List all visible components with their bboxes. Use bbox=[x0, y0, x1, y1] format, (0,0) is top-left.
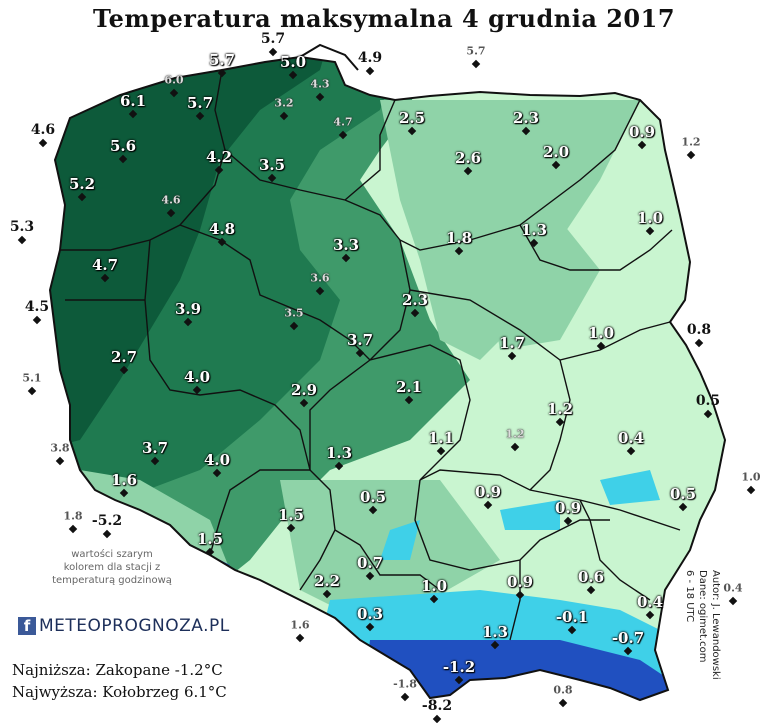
station-value: 2.2 bbox=[313, 572, 341, 590]
station-value: 3.3 bbox=[332, 236, 360, 254]
station-value: 1.3 bbox=[520, 221, 548, 239]
station-value: 5.7 bbox=[208, 51, 236, 69]
map-title: Temperatura maksymalna 4 grudnia 2017 bbox=[92, 4, 676, 33]
station-value: 5.7 bbox=[186, 94, 214, 112]
station-value: 0.9 bbox=[474, 483, 502, 501]
station-value: 2.6 bbox=[454, 149, 482, 167]
station-value: 0.5 bbox=[359, 488, 387, 506]
station-value: 4.7 bbox=[91, 256, 119, 274]
station-value: 4.9 bbox=[357, 50, 383, 66]
station-value: 2.7 bbox=[110, 348, 138, 366]
station-value: 4.2 bbox=[205, 148, 233, 166]
station-value: 4.6 bbox=[161, 193, 181, 207]
station-value: 5.1 bbox=[22, 371, 42, 385]
station-value: 0.4 bbox=[723, 581, 743, 595]
station-value: 5.7 bbox=[260, 31, 286, 47]
credits: Autor: J. Lewandowski Dane: ogimet.com 6… bbox=[683, 570, 722, 680]
station-value: 3.7 bbox=[141, 439, 169, 457]
station-value: 3.7 bbox=[346, 331, 374, 349]
station-value: 2.9 bbox=[290, 381, 318, 399]
station-value: 1.0 bbox=[587, 324, 615, 342]
station-value: 3.6 bbox=[310, 271, 330, 285]
station-value: 0.9 bbox=[506, 573, 534, 591]
station-value: 0.5 bbox=[669, 485, 697, 503]
extremes: Najniższa: Zakopane -1.2°C Najwyższa: Ko… bbox=[12, 659, 227, 703]
station-value: 1.7 bbox=[498, 334, 526, 352]
station-value: 0.4 bbox=[636, 593, 664, 611]
station-value: 6.1 bbox=[119, 92, 147, 110]
station-value: 5.3 bbox=[9, 219, 35, 235]
facebook-icon[interactable]: f bbox=[18, 617, 36, 635]
credits-source: Dane: ogimet.com bbox=[697, 570, 708, 663]
station-value: 1.5 bbox=[196, 530, 224, 548]
station-value: 1.0 bbox=[636, 209, 664, 227]
station-value: 0.8 bbox=[553, 683, 573, 697]
station-value: 0.7 bbox=[356, 554, 384, 572]
station-value: 1.1 bbox=[427, 429, 455, 447]
station-value: 4.5 bbox=[24, 299, 50, 315]
lowest-temperature: Najniższa: Zakopane -1.2°C bbox=[12, 661, 223, 679]
station-value: 1.2 bbox=[505, 427, 525, 441]
station-value: 2.5 bbox=[398, 109, 426, 127]
station-value: 1.2 bbox=[546, 400, 574, 418]
station-value: 4.7 bbox=[333, 115, 353, 129]
station-value: 5.6 bbox=[109, 137, 137, 155]
station-value: 1.2 bbox=[681, 135, 701, 149]
station-value: 0.9 bbox=[554, 499, 582, 517]
station-value: 2.1 bbox=[395, 378, 423, 396]
station-value: 3.5 bbox=[284, 306, 304, 320]
station-value: -0.1 bbox=[555, 608, 589, 626]
station-value: 3.5 bbox=[258, 156, 286, 174]
station-value: 1.6 bbox=[290, 618, 310, 632]
credits-hours: 6 - 18 UTC bbox=[684, 570, 695, 623]
station-value: 1.0 bbox=[420, 577, 448, 595]
highest-temperature: Najwyższa: Kołobrzeg 6.1°C bbox=[12, 683, 227, 701]
station-value: 2.0 bbox=[542, 143, 570, 161]
station-value: 1.5 bbox=[277, 506, 305, 524]
region-borders bbox=[60, 69, 681, 641]
station-value: -1.2 bbox=[442, 658, 476, 676]
station-value: 4.8 bbox=[208, 220, 236, 238]
station-value: 4.3 bbox=[310, 77, 330, 91]
station-value: 1.3 bbox=[481, 623, 509, 641]
station-value: 1.8 bbox=[445, 229, 473, 247]
station-value: 0.6 bbox=[577, 568, 605, 586]
station-value: 3.9 bbox=[174, 300, 202, 318]
station-value: 1.6 bbox=[110, 471, 138, 489]
station-value: -5.2 bbox=[91, 513, 123, 529]
station-value: 2.3 bbox=[401, 291, 429, 309]
station-value: 2.3 bbox=[512, 109, 540, 127]
station-value: -8.2 bbox=[421, 698, 453, 714]
station-value: 4.0 bbox=[183, 368, 211, 386]
station-value: 3.8 bbox=[50, 441, 70, 455]
hourly-note: wartości szarym kolorem dla stacji z tem… bbox=[52, 549, 172, 586]
station-value: 5.0 bbox=[279, 53, 307, 71]
logo[interactable]: f METEOPROGNOZA.PL bbox=[18, 614, 230, 638]
station-value: 1.0 bbox=[741, 470, 761, 484]
logo-text: METEOPROGNOZA.PL bbox=[39, 616, 230, 636]
station-value: -1.8 bbox=[393, 677, 417, 691]
credits-author: Autor: J. Lewandowski bbox=[710, 570, 721, 680]
station-value: 4.0 bbox=[203, 451, 231, 469]
station-value: 0.5 bbox=[695, 393, 721, 409]
station-value: 0.3 bbox=[356, 605, 384, 623]
station-value: 0.8 bbox=[686, 322, 712, 338]
station-value: 5.2 bbox=[68, 175, 96, 193]
station-value: 4.6 bbox=[30, 122, 56, 138]
station-value: 0.4 bbox=[617, 429, 645, 447]
station-value: 5.7 bbox=[466, 44, 486, 58]
station-value: 6.0 bbox=[164, 73, 184, 87]
station-value: 0.9 bbox=[628, 123, 656, 141]
station-value: -0.7 bbox=[611, 629, 645, 647]
station-value: 1.3 bbox=[325, 444, 353, 462]
station-value: 1.8 bbox=[63, 509, 83, 523]
station-value: 3.2 bbox=[274, 96, 294, 110]
